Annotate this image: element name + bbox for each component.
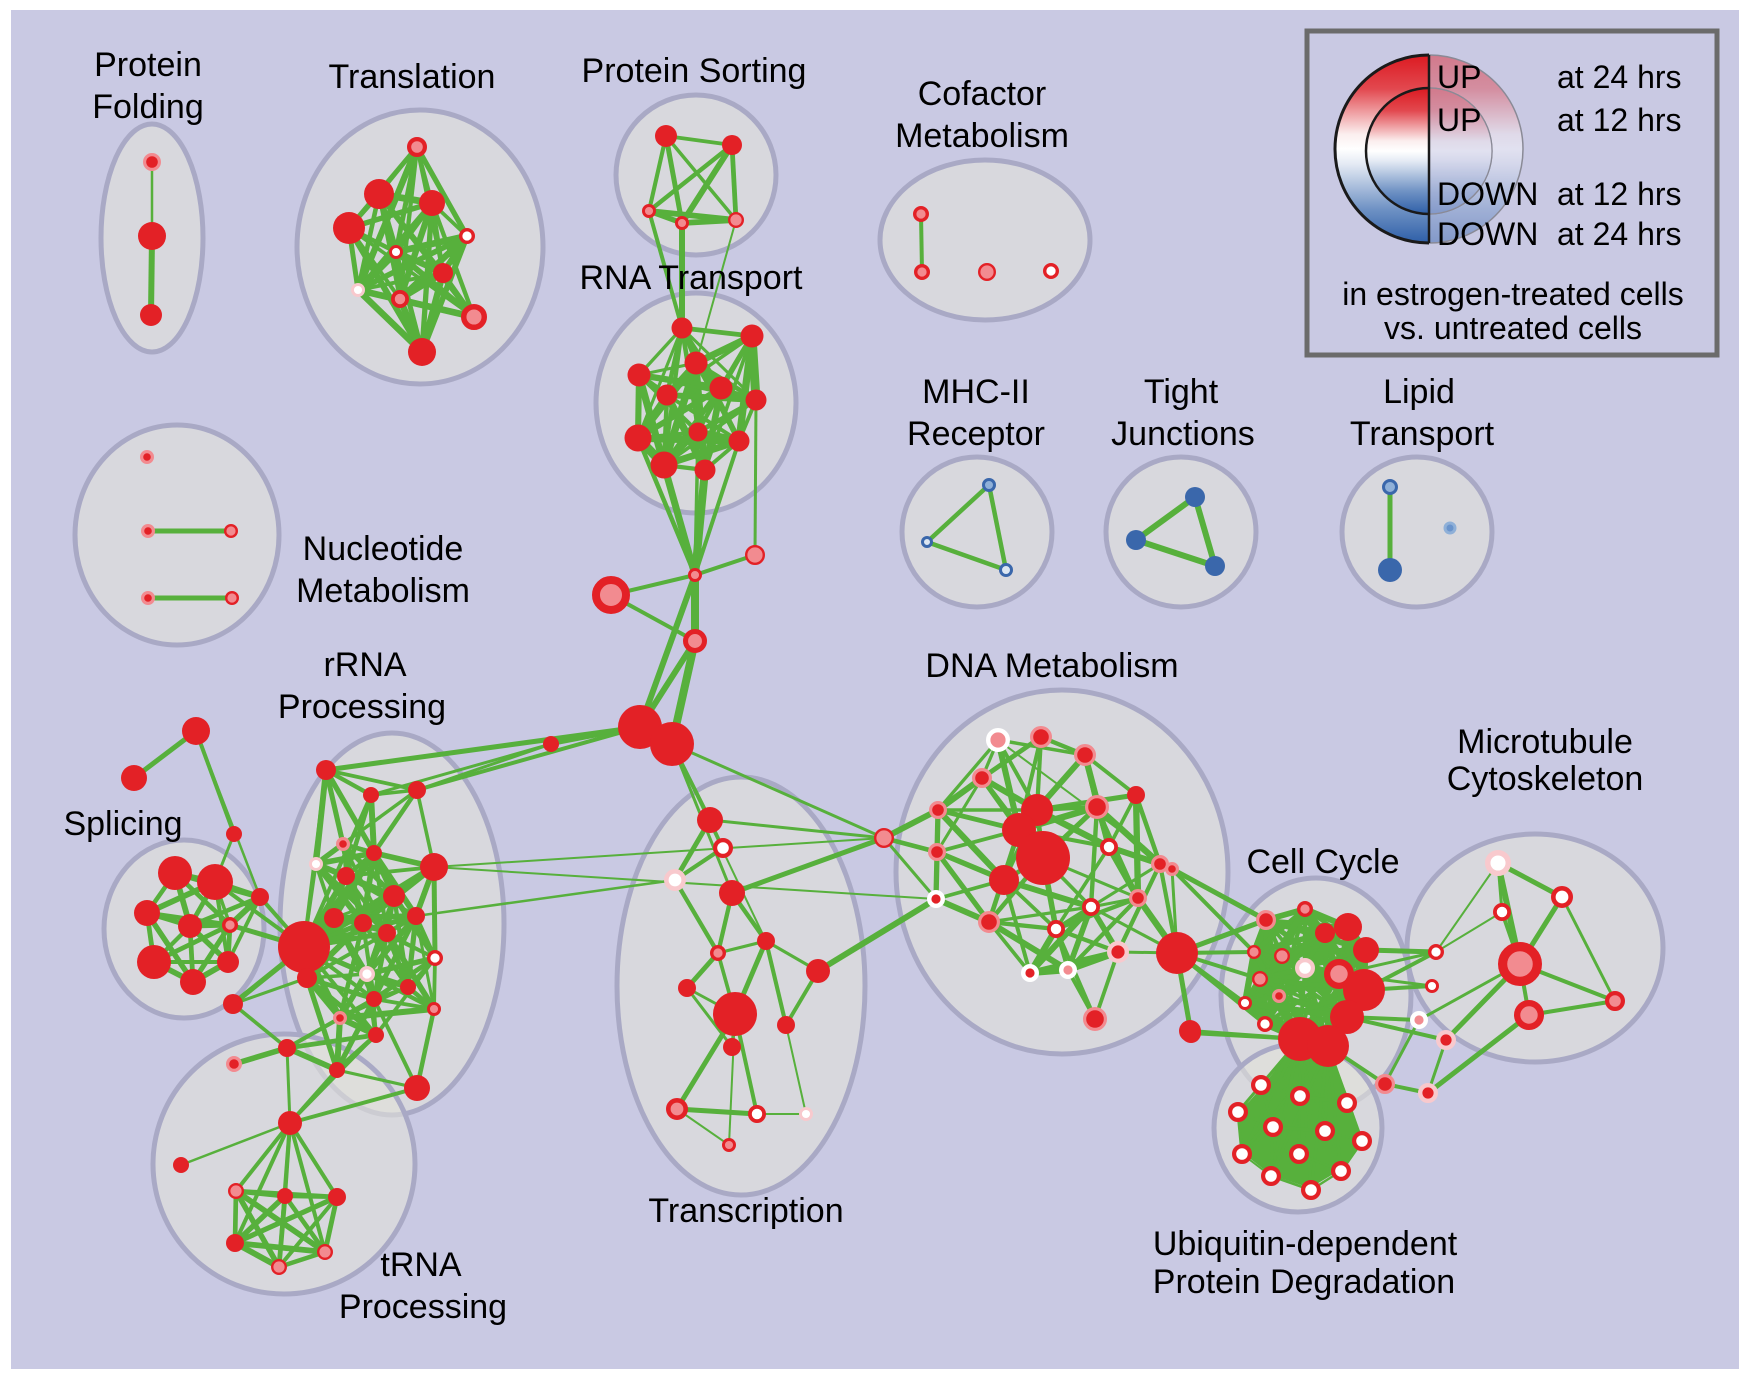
svg-text:Protein Sorting: Protein Sorting — [582, 52, 807, 90]
svg-text:Metabolism: Metabolism — [895, 117, 1069, 155]
svg-text:DNA Metabolism: DNA Metabolism — [925, 647, 1178, 685]
svg-text:Translation: Translation — [329, 58, 496, 96]
svg-text:Protein Degradation: Protein Degradation — [1153, 1263, 1455, 1301]
svg-text:Nucleotide: Nucleotide — [303, 530, 464, 568]
svg-text:Protein: Protein — [94, 46, 202, 84]
svg-text:RNA Transport: RNA Transport — [580, 259, 804, 297]
svg-text:Receptor: Receptor — [907, 415, 1045, 453]
svg-text:at 12 hrs: at 12 hrs — [1557, 102, 1682, 138]
svg-text:Metabolism: Metabolism — [296, 572, 470, 610]
svg-text:vs. untreated cells: vs. untreated cells — [1384, 310, 1642, 346]
svg-text:Ubiquitin-dependent: Ubiquitin-dependent — [1153, 1225, 1458, 1263]
svg-text:Lipid: Lipid — [1383, 373, 1455, 411]
svg-text:Transcription: Transcription — [648, 1192, 843, 1230]
svg-text:DOWN: DOWN — [1437, 216, 1538, 252]
svg-text:at 24 hrs: at 24 hrs — [1557, 216, 1682, 252]
svg-text:tRNA: tRNA — [380, 1246, 462, 1284]
svg-text:at 24 hrs: at 24 hrs — [1557, 59, 1682, 95]
svg-text:Processing: Processing — [278, 688, 446, 726]
svg-text:in estrogen-treated cells: in estrogen-treated cells — [1342, 276, 1684, 312]
svg-text:Microtubule: Microtubule — [1457, 723, 1633, 761]
svg-text:Splicing: Splicing — [63, 805, 182, 843]
svg-text:Processing: Processing — [339, 1288, 507, 1326]
svg-text:Cofactor: Cofactor — [918, 75, 1047, 113]
svg-text:DOWN: DOWN — [1437, 176, 1538, 212]
svg-text:UP: UP — [1437, 59, 1481, 95]
svg-text:Tight: Tight — [1144, 373, 1219, 411]
svg-text:rRNA: rRNA — [323, 646, 406, 684]
svg-text:Cytoskeleton: Cytoskeleton — [1447, 760, 1644, 798]
svg-text:Transport: Transport — [1350, 415, 1495, 453]
svg-text:at 12 hrs: at 12 hrs — [1557, 176, 1682, 212]
svg-text:MHC-II: MHC-II — [922, 373, 1030, 411]
svg-text:UP: UP — [1437, 102, 1481, 138]
svg-text:Cell Cycle: Cell Cycle — [1246, 843, 1399, 881]
svg-text:Junctions: Junctions — [1111, 415, 1255, 453]
svg-text:Folding: Folding — [92, 88, 204, 126]
